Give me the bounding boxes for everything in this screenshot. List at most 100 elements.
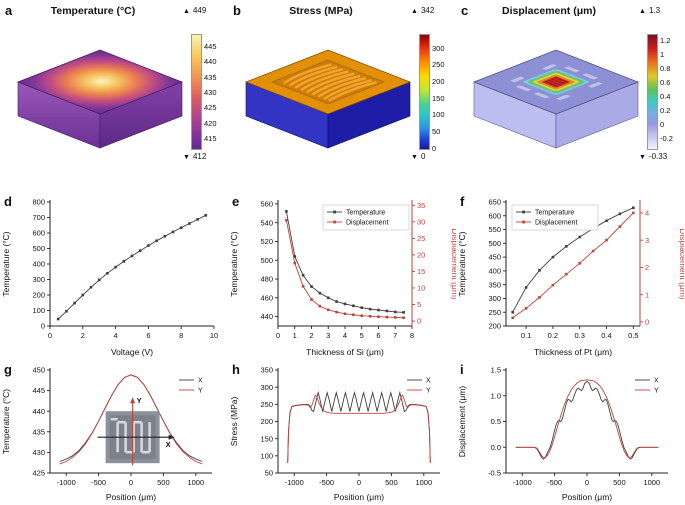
colorbar-c [647,34,658,150]
down-triangle-icon: ▼ [183,154,190,161]
panel-letter-f: f [460,194,465,209]
data-point [285,210,288,213]
colorbar-c-min: ▼ -0.33 [639,152,668,161]
colorbar-tick-label: 430 [204,88,217,98]
data-point [301,285,305,288]
data-point [605,238,608,242]
panel-letter-e: e [232,194,240,209]
x-axis-label: Position (μm) [106,492,156,502]
data-point [56,317,60,321]
data-point [130,254,134,258]
svg-text:435: 435 [32,427,45,436]
y-axis-label: Temperature (°C) [229,231,239,296]
colorbar-tick-label: 250 [432,60,445,70]
panel-a: a Temperature (°C) ▲ 449 [0,0,228,188]
colorbar-tick-label: 0.4 [660,92,671,102]
svg-text:200: 200 [32,291,45,300]
svg-text:0: 0 [48,331,52,340]
chart-pt-thickness: 0.1 0.2 0.3 0.4 0.5 200 250 300 350 400 450 500 550 6… [457,198,685,357]
data-point [318,304,322,308]
legend: XY [635,378,659,395]
svg-text:Temperature: Temperature [535,210,574,217]
data-point [301,273,305,277]
svg-text:0.5: 0.5 [491,417,501,426]
svg-text:500: 500 [260,256,273,265]
data-point [73,301,76,305]
data-point [343,302,347,306]
data-point [204,214,208,217]
svg-text:1: 1 [293,331,297,340]
colorbar-tick-label: 440 [204,57,217,67]
svg-text:1.0: 1.0 [491,391,501,400]
data-point [65,309,68,313]
up-triangle-icon: ▲ [183,8,190,15]
data-point [551,255,555,259]
svg-text:5: 5 [360,331,364,340]
svg-text:300: 300 [32,275,45,284]
svg-text:8: 8 [410,331,414,340]
data-point [310,285,313,288]
svg-text:30: 30 [417,217,425,226]
plot-area: -1000 -500 0 500 1000 -0.5 0.0 0.5 1.0 1.5 Positio… [457,366,668,502]
colorbar-tick-label: 415 [204,134,217,144]
x-axis-label: Thickness of Si (μm) [306,347,384,357]
legend: XY [179,378,203,395]
y-axis-label: Temperature (°C) [457,231,467,296]
svg-text:500: 500 [613,478,626,487]
data-point [605,219,608,223]
data-point [326,308,330,312]
data-point [171,230,175,234]
svg-text:35: 35 [417,201,425,210]
plot-area: -1000 -500 0 500 1000 50 100 150 200 250 300 350 Pos… [229,366,440,502]
svg-text:430: 430 [32,448,45,457]
svg-text:1000: 1000 [187,478,204,487]
colorbar-tick-label: 100 [432,110,445,120]
svg-text:-1000: -1000 [513,478,532,487]
svg-text:Y: Y [198,388,203,395]
svg-text:4: 4 [343,331,347,340]
colorbar-tick-label: 445 [204,41,217,51]
svg-text:100: 100 [260,451,273,460]
svg-text:400: 400 [488,266,501,275]
colorbar-tick-label: 0 [660,120,665,130]
up-triangle-icon: ▲ [639,8,646,15]
svg-text:5: 5 [417,300,421,309]
panel-letter-d: d [4,194,12,209]
data-point [285,218,288,222]
panel-letter-g: g [4,362,12,377]
svg-text:8: 8 [179,331,183,340]
x-axis-label: Position (μm) [334,492,384,502]
panel-letter-h: h [232,362,240,377]
svg-text:3: 3 [645,236,649,245]
data-point [393,316,397,319]
panel-h: h -1000 -500 0 500 1000 50 100 150 200 250 300 350 P… [228,360,456,505]
data-point [147,244,150,247]
data-point [155,239,158,243]
data-point [293,261,297,265]
svg-text:0.0: 0.0 [491,443,501,452]
data-point [326,296,330,300]
chart-voltage-temperature: 0 2 4 6 8 100100200300400500600700800Voltage … [1,198,218,357]
data-point [578,262,581,265]
svg-text:2: 2 [309,331,313,340]
panel-c: c Displacement (μm) ▲ 1.3 [456,0,685,188]
svg-text:650: 650 [488,198,501,207]
plot-area: 0 2 4 6 8 100100200300400500600700800Voltage … [1,198,218,357]
data-point [511,316,514,320]
data-point [524,286,528,289]
svg-text:6: 6 [146,331,150,340]
svg-text:150: 150 [260,434,273,443]
panel-letter-i: i [460,362,464,377]
plot-area: 0.1 0.2 0.3 0.4 0.5 200 250 300 350 400 450 500 550 6… [457,198,685,357]
data-point [538,296,541,299]
svg-text:0: 0 [41,322,45,331]
svg-text:800: 800 [32,198,45,207]
svg-text:300: 300 [260,383,273,392]
legend: Temperature Displacement [322,204,410,231]
svg-text:X: X [426,378,431,385]
svg-text:50: 50 [265,469,273,478]
surface-plot-displacement [460,24,642,149]
svg-text:-1000: -1000 [285,478,304,487]
svg-text:X: X [198,378,203,385]
